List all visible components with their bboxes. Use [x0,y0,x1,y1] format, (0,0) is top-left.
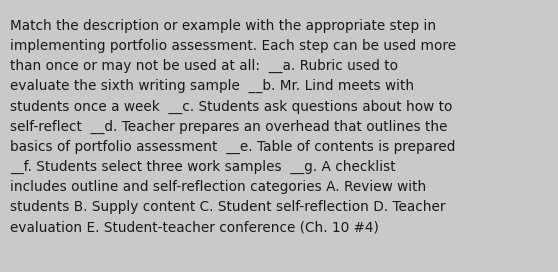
Text: Match the description or example with the appropriate step in
implementing portf: Match the description or example with th… [10,19,456,234]
